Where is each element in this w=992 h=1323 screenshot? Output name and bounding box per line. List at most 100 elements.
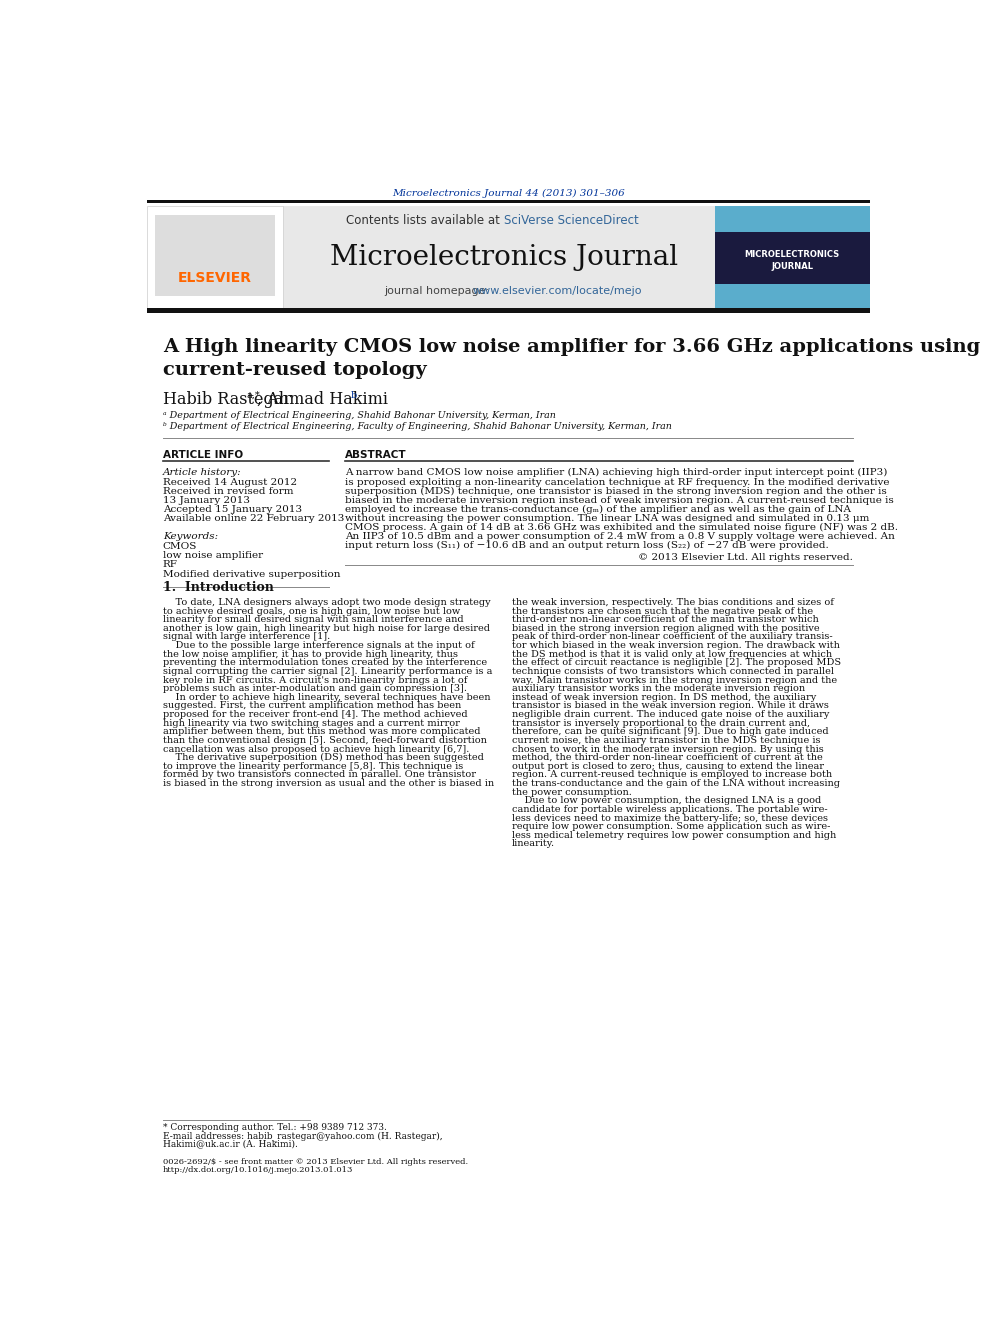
Text: to achieve desired goals, one is high gain, low noise but low: to achieve desired goals, one is high ga… bbox=[163, 606, 460, 615]
Text: another is low gain, high linearity but high noise for large desired: another is low gain, high linearity but … bbox=[163, 624, 490, 632]
Text: transistor is inversely proportional to the drain current and,: transistor is inversely proportional to … bbox=[512, 718, 809, 728]
Text: CMOS: CMOS bbox=[163, 542, 197, 550]
Text: linearity.: linearity. bbox=[512, 839, 555, 848]
Text: the weak inversion, respectively. The bias conditions and sizes of: the weak inversion, respectively. The bi… bbox=[512, 598, 833, 607]
Text: peak of third-order non-linear coefficient of the auxiliary transis-: peak of third-order non-linear coefficie… bbox=[512, 632, 832, 642]
Text: the effect of circuit reactance is negligible [2]. The proposed MDS: the effect of circuit reactance is negli… bbox=[512, 659, 840, 667]
Text: current-reused topology: current-reused topology bbox=[163, 361, 427, 378]
Text: A narrow band CMOS low noise amplifier (LNA) achieving high third-order input in: A narrow band CMOS low noise amplifier (… bbox=[345, 468, 887, 478]
Text: * Corresponding author. Tel.: +98 9389 712 373.: * Corresponding author. Tel.: +98 9389 7… bbox=[163, 1123, 387, 1132]
Text: linearity for small desired signal with small interference and: linearity for small desired signal with … bbox=[163, 615, 463, 624]
Text: the trans-conductance and the gain of the LNA without increasing: the trans-conductance and the gain of th… bbox=[512, 779, 839, 789]
Text: the DS method is that it is valid only at low frequencies at which: the DS method is that it is valid only a… bbox=[512, 650, 831, 659]
Text: technique consists of two transistors which connected in parallel: technique consists of two transistors wh… bbox=[512, 667, 833, 676]
Text: the power consumption.: the power consumption. bbox=[512, 787, 631, 796]
Text: the low noise amplifier, it has to provide high linearity, thus: the low noise amplifier, it has to provi… bbox=[163, 650, 457, 659]
Text: cancellation was also proposed to achieve high linearity [6,7].: cancellation was also proposed to achiev… bbox=[163, 745, 469, 754]
Bar bbox=[283, 206, 714, 308]
Text: E-mail addresses: habib_rastegar@yahoo.com (H. Rastegar),: E-mail addresses: habib_rastegar@yahoo.c… bbox=[163, 1131, 442, 1140]
Text: Keywords:: Keywords: bbox=[163, 532, 218, 541]
Text: employed to increase the trans-conductance (gₘ) of the amplifier and as well as : employed to increase the trans-conductan… bbox=[345, 504, 851, 513]
Text: ᵇ Department of Electrical Engineering, Faculty of Engineering, Shahid Bahonar U: ᵇ Department of Electrical Engineering, … bbox=[163, 422, 672, 431]
Text: ELSEVIER: ELSEVIER bbox=[178, 271, 252, 286]
Text: high linearity via two switching stages and a current mirror: high linearity via two switching stages … bbox=[163, 718, 459, 728]
Text: suggested. First, the current amplification method has been: suggested. First, the current amplificat… bbox=[163, 701, 461, 710]
Text: superposition (MDS) technique, one transistor is biased in the strong inversion : superposition (MDS) technique, one trans… bbox=[345, 487, 887, 496]
Text: signal corrupting the carrier signal [2]. Linearity performance is a: signal corrupting the carrier signal [2]… bbox=[163, 667, 492, 676]
Text: current noise, the auxiliary transistor in the MDS technique is: current noise, the auxiliary transistor … bbox=[512, 736, 820, 745]
Text: low noise amplifier: low noise amplifier bbox=[163, 552, 263, 560]
Text: signal with large interference [1].: signal with large interference [1]. bbox=[163, 632, 330, 642]
Text: The derivative superposition (DS) method has been suggested: The derivative superposition (DS) method… bbox=[163, 753, 484, 762]
Text: , Ahmad Hakimi: , Ahmad Hakimi bbox=[257, 390, 388, 407]
Text: Habib Rastegar: Habib Rastegar bbox=[163, 390, 291, 407]
Text: A High linearity CMOS low noise amplifier for 3.66 GHz applications using: A High linearity CMOS low noise amplifie… bbox=[163, 337, 980, 356]
Text: to improve the linearity performance [5,8]. This technique is: to improve the linearity performance [5,… bbox=[163, 762, 463, 771]
Text: instead of weak inversion region. In DS method, the auxiliary: instead of weak inversion region. In DS … bbox=[512, 693, 815, 701]
Text: input return loss (S₁₁) of −10.6 dB and an output return loss (S₂₂) of −27 dB we: input return loss (S₁₁) of −10.6 dB and … bbox=[345, 541, 828, 550]
Bar bbox=[714, 206, 870, 308]
Bar bbox=[147, 206, 283, 308]
Text: a,*: a,* bbox=[246, 390, 260, 400]
Text: auxiliary transistor works in the moderate inversion region: auxiliary transistor works in the modera… bbox=[512, 684, 805, 693]
Text: negligible drain current. The induced gate noise of the auxiliary: negligible drain current. The induced ga… bbox=[512, 710, 829, 718]
Bar bbox=[155, 214, 275, 296]
Text: http://dx.doi.org/10.1016/j.mejo.2013.01.013: http://dx.doi.org/10.1016/j.mejo.2013.01… bbox=[163, 1166, 353, 1174]
Text: transistor is biased in the weak inversion region. While it draws: transistor is biased in the weak inversi… bbox=[512, 701, 828, 710]
Text: Received 14 August 2012: Received 14 August 2012 bbox=[163, 479, 297, 487]
Text: Accepted 15 January 2013: Accepted 15 January 2013 bbox=[163, 505, 302, 515]
Text: output port is closed to zero; thus, causing to extend the linear: output port is closed to zero; thus, cau… bbox=[512, 762, 823, 771]
Text: 1.  Introduction: 1. Introduction bbox=[163, 581, 274, 594]
Text: method, the third-order non-linear coefficient of current at the: method, the third-order non-linear coeff… bbox=[512, 753, 822, 762]
Text: Microelectronics Journal 44 (2013) 301–306: Microelectronics Journal 44 (2013) 301–3… bbox=[392, 189, 625, 198]
Text: biased in the moderate inversion region instead of weak inversion region. A curr: biased in the moderate inversion region … bbox=[345, 496, 894, 504]
Text: less devices need to maximize the battery-life; so, these devices: less devices need to maximize the batter… bbox=[512, 814, 827, 823]
Text: ABSTRACT: ABSTRACT bbox=[345, 450, 407, 460]
Bar bbox=[147, 200, 870, 204]
Text: the transistors are chosen such that the negative peak of the: the transistors are chosen such that the… bbox=[512, 606, 812, 615]
Text: SciVerse ScienceDirect: SciVerse ScienceDirect bbox=[504, 214, 639, 226]
Text: problems such as inter-modulation and gain compression [3].: problems such as inter-modulation and ga… bbox=[163, 684, 467, 693]
Text: is proposed exploiting a non-linearity cancelation technique at RF frequency. In: is proposed exploiting a non-linearity c… bbox=[345, 478, 890, 487]
Text: Due to the possible large interference signals at the input of: Due to the possible large interference s… bbox=[163, 642, 474, 650]
Text: ARTICLE INFO: ARTICLE INFO bbox=[163, 450, 243, 460]
Text: 13 January 2013: 13 January 2013 bbox=[163, 496, 250, 505]
Text: tor which biased in the weak inversion region. The drawback with: tor which biased in the weak inversion r… bbox=[512, 642, 839, 650]
Text: biased in the strong inversion region aligned with the positive: biased in the strong inversion region al… bbox=[512, 624, 819, 632]
Text: require low power consumption. Some application such as wire-: require low power consumption. Some appl… bbox=[512, 822, 830, 831]
Text: way. Main transistor works in the strong inversion region and the: way. Main transistor works in the strong… bbox=[512, 676, 836, 684]
Text: ᵃ Department of Electrical Engineering, Shahid Bahonar University, Kerman, Iran: ᵃ Department of Electrical Engineering, … bbox=[163, 411, 556, 421]
Text: Article history:: Article history: bbox=[163, 468, 241, 478]
Text: than the conventional design [5]. Second, feed-forward distortion: than the conventional design [5]. Second… bbox=[163, 736, 487, 745]
Text: is biased in the strong inversion as usual and the other is biased in: is biased in the strong inversion as usu… bbox=[163, 779, 494, 789]
Text: Contents lists available at: Contents lists available at bbox=[346, 214, 504, 226]
Text: third-order non-linear coefficient of the main transistor which: third-order non-linear coefficient of th… bbox=[512, 615, 818, 624]
Text: An IIP3 of 10.5 dBm and a power consumption of 2.4 mW from a 0.8 V supply voltag: An IIP3 of 10.5 dBm and a power consumpt… bbox=[345, 532, 895, 541]
Text: RF: RF bbox=[163, 561, 178, 569]
Text: less medical telemetry requires low power consumption and high: less medical telemetry requires low powe… bbox=[512, 831, 835, 840]
Text: Modified derivative superposition: Modified derivative superposition bbox=[163, 570, 340, 578]
Text: Available online 22 February 2013: Available online 22 February 2013 bbox=[163, 513, 344, 523]
Text: MICROELECTRONICS
JOURNAL: MICROELECTRONICS JOURNAL bbox=[744, 250, 839, 271]
Text: amplifier between them, but this method was more complicated: amplifier between them, but this method … bbox=[163, 728, 480, 737]
Text: In order to achieve high linearity, several techniques have been: In order to achieve high linearity, seve… bbox=[163, 693, 490, 701]
Bar bbox=[147, 308, 870, 312]
Text: © 2013 Elsevier Ltd. All rights reserved.: © 2013 Elsevier Ltd. All rights reserved… bbox=[638, 553, 852, 562]
Text: region. A current-reused technique is employed to increase both: region. A current-reused technique is em… bbox=[512, 770, 831, 779]
Text: journal homepage:: journal homepage: bbox=[385, 286, 493, 296]
Text: Microelectronics Journal: Microelectronics Journal bbox=[329, 243, 678, 271]
Text: chosen to work in the moderate inversion region. By using this: chosen to work in the moderate inversion… bbox=[512, 745, 823, 754]
Text: candidate for portable wireless applications. The portable wire-: candidate for portable wireless applicat… bbox=[512, 804, 827, 814]
Text: Due to low power consumption, the designed LNA is a good: Due to low power consumption, the design… bbox=[512, 796, 820, 806]
Text: key role in RF circuits. A circuit's non-linearity brings a lot of: key role in RF circuits. A circuit's non… bbox=[163, 676, 467, 684]
Text: therefore, can be quite significant [9]. Due to high gate induced: therefore, can be quite significant [9].… bbox=[512, 728, 828, 737]
Text: formed by two transistors connected in parallel. One transistor: formed by two transistors connected in p… bbox=[163, 770, 476, 779]
Text: CMOS process. A gain of 14 dB at 3.66 GHz was exhibited and the simulated noise : CMOS process. A gain of 14 dB at 3.66 GH… bbox=[345, 523, 898, 532]
Text: without increasing the power consumption. The linear LNA was designed and simula: without increasing the power consumption… bbox=[345, 513, 869, 523]
Bar bbox=[714, 232, 870, 284]
Text: b: b bbox=[351, 390, 357, 400]
Text: 0026-2692/$ - see front matter © 2013 Elsevier Ltd. All rights reserved.: 0026-2692/$ - see front matter © 2013 El… bbox=[163, 1158, 468, 1166]
Text: www.elsevier.com/locate/mejo: www.elsevier.com/locate/mejo bbox=[473, 286, 642, 296]
Text: To date, LNA designers always adopt two mode design strategy: To date, LNA designers always adopt two … bbox=[163, 598, 490, 607]
Text: preventing the intermodulation tones created by the interference: preventing the intermodulation tones cre… bbox=[163, 659, 487, 667]
